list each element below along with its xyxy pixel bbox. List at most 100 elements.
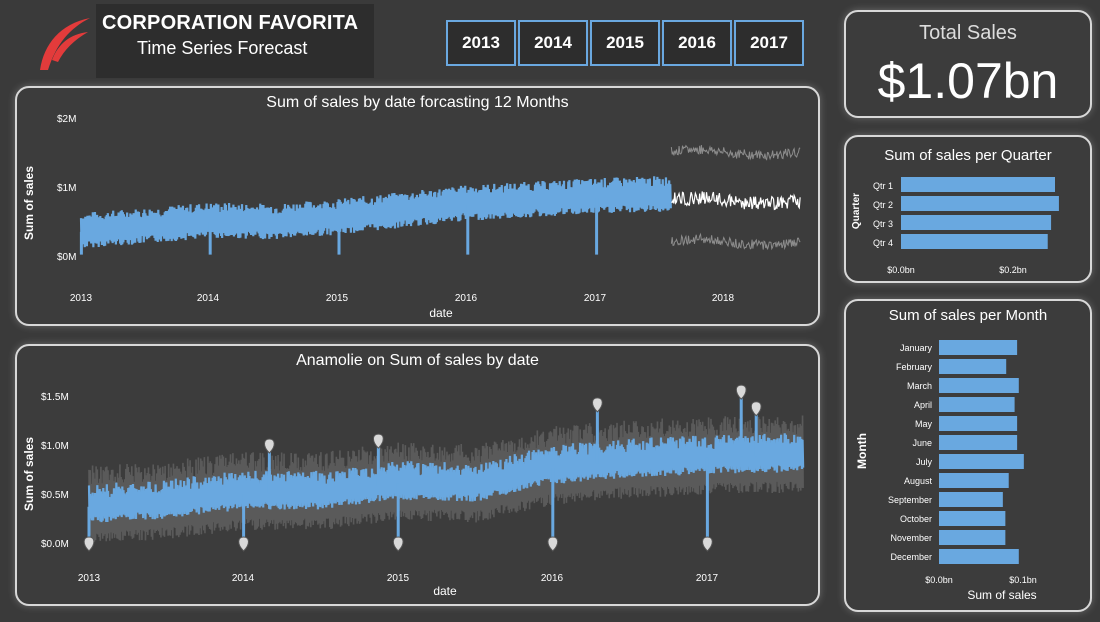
anomaly-sales-series [87,433,805,523]
quarter-label-1: Qtr 1 [873,181,893,191]
month-bar-5[interactable] [939,416,1018,431]
anomaly-marker-4[interactable] [392,536,404,552]
anomaly-chart[interactable]: $1.5M $1.0M $0.5M $0.0M Sum of sales 201… [17,346,818,604]
anomaly-marker-3[interactable] [372,433,384,449]
brand-title: CORPORATION FAVORITA [102,12,359,34]
month-label-11: November [890,533,932,543]
forecast-chart-title: Sum of sales by date forcasting 12 Month… [266,94,569,111]
forecast-xtick-2014: 2014 [197,293,220,304]
month-bar-2[interactable] [939,359,1007,374]
month-bar-6[interactable] [939,435,1018,450]
month-xtick-1: $0.1bn [1009,575,1037,585]
month-chart-card: Sum of sales per Month Month January Febr… [844,299,1092,612]
quarter-bar-2[interactable] [901,196,1059,211]
month-bar-10[interactable] [939,511,1006,526]
forecast-chart-card: Sum of sales by date forcasting 12 Month… [15,86,820,326]
year-filter-2014[interactable]: 2014 [518,20,588,66]
forecast-xlabel: date [429,306,453,320]
month-bar-9[interactable] [939,492,1003,507]
anomaly-xtick-2015: 2015 [387,573,410,584]
forecast-lower-bound [670,232,801,251]
brand-subtitle: Time Series Forecast [137,38,308,58]
quarter-chart[interactable]: Quarter Qtr 1 Qtr 2 Qtr 3 Qtr 4 $0.0bn $… [846,137,1090,281]
month-bar-11[interactable] [939,530,1006,545]
month-bars [939,340,1024,564]
total-sales-label: Total Sales [919,22,1017,44]
anomaly-xtick-2013: 2013 [78,573,101,584]
header-background [96,4,374,78]
forecast-ytick-2m: $2M [57,114,76,125]
quarter-bar-3[interactable] [901,215,1052,230]
month-bar-3[interactable] [939,378,1019,393]
month-label-9: September [888,495,932,505]
anomaly-marker-7[interactable] [702,536,713,552]
month-chart[interactable]: Month January February March April May June Ju… [846,301,1090,610]
anomaly-chart-title: Anamolie on Sum of sales by date [296,352,539,369]
quarter-label-2: Qtr 2 [873,200,893,210]
total-sales-card: Total Sales $1.07bn [844,10,1092,118]
anomaly-marker-2[interactable] [263,438,275,454]
month-labels: January February March April May June July Augu… [888,343,933,562]
quarter-label-3: Qtr 3 [873,219,893,229]
month-label-2: February [896,362,933,372]
anomaly-xlabel: date [433,584,457,598]
quarter-bars [901,177,1059,249]
quarter-xtick-1: $0.2bn [999,265,1027,275]
forecast-ytick-1m: $1M [57,183,76,194]
quarter-bar-1[interactable] [901,177,1055,192]
forecast-upper-bound [670,144,801,161]
month-label-1: January [900,343,933,353]
anomaly-marker-0[interactable] [83,536,95,552]
month-chart-title: Sum of sales per Month [888,307,1048,324]
month-label-10: October [900,514,932,524]
month-label-12: December [890,552,932,562]
month-bar-7[interactable] [939,454,1024,469]
month-ylabel: Month [855,433,869,469]
forecast-xtick-2018: 2018 [712,293,735,304]
anomaly-marker-9[interactable] [750,401,762,417]
year-filter-2016[interactable]: 2016 [662,20,732,66]
anomaly-ylabel: Sum of sales [22,437,36,511]
forecast-predicted-series [671,190,801,211]
forecast-ytick-0m: $0M [57,252,76,263]
quarter-ylabel: Quarter [851,193,862,229]
forecast-chart[interactable]: $2M $1M $0M Sum of sales 2013 2014 2015 … [17,88,818,324]
quarter-label-4: Qtr 4 [873,238,893,248]
month-label-7: July [916,457,933,467]
forecast-xtick-2017: 2017 [584,293,607,304]
month-bar-4[interactable] [939,397,1015,412]
month-xtick-0: $0.0bn [925,575,953,585]
month-label-4: April [914,400,932,410]
anomaly-marker-1[interactable] [238,536,249,552]
year-filter-2013[interactable]: 2013 [446,20,516,66]
quarter-chart-card: Sum of sales per Quarter Quarter Qtr 1 Q… [844,135,1092,283]
month-xlabel: Sum of sales [967,588,1036,602]
year-filter-2015[interactable]: 2015 [590,20,660,66]
anomaly-chart-card: Anamolie on Sum of sales by date $1.5M $… [15,344,820,606]
forecast-ylabel: Sum of sales [22,166,36,240]
anomaly-xtick-2017: 2017 [696,573,719,584]
month-label-3: March [907,381,932,391]
anomaly-ytick-0-5m: $0.5M [41,490,69,501]
month-label-5: May [915,419,933,429]
anomaly-xtick-2016: 2016 [541,573,564,584]
month-bar-1[interactable] [939,340,1018,355]
forecast-actual-series [79,176,672,248]
year-filter-2017[interactable]: 2017 [734,20,804,66]
forecast-xtick-2013: 2013 [70,293,93,304]
quarter-chart-title: Sum of sales per Quarter [884,147,1052,164]
anomaly-marker-8[interactable] [735,384,747,400]
anomaly-marker-5[interactable] [547,536,559,552]
quarter-bar-4[interactable] [901,234,1048,249]
anomaly-xtick-2014: 2014 [232,573,255,584]
favorita-logo-icon [40,18,90,70]
anomaly-ytick-0-0m: $0.0M [41,539,69,550]
anomaly-ytick-1-5m: $1.5M [41,392,69,403]
anomaly-marker-6[interactable] [592,397,603,413]
month-label-6: June [912,438,932,448]
total-sales-value: $1.07bn [877,53,1059,109]
month-bar-8[interactable] [939,473,1009,488]
forecast-plot-area [79,144,801,255]
month-bar-12[interactable] [939,549,1019,564]
anomaly-plot-area [83,384,805,552]
